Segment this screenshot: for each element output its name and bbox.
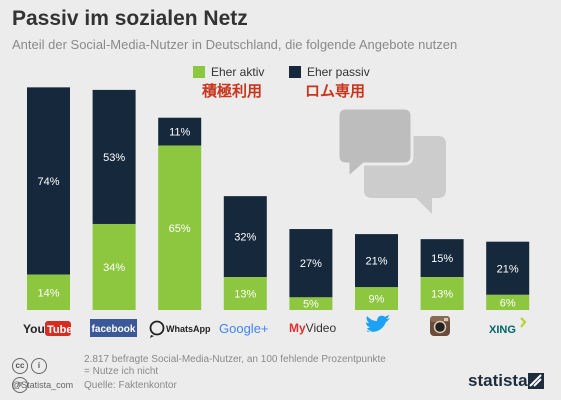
- bar-active-whatsapp: [158, 145, 202, 310]
- cc-icon: cc: [12, 358, 28, 374]
- nd-icon: =: [12, 377, 28, 393]
- bar-active-youtube: [27, 274, 70, 310]
- whatsapp-logo-text: WhatsApp: [166, 324, 211, 334]
- footnote-respondents: 2.817 befragte Social-Media-Nutzer, an 1…: [84, 354, 386, 365]
- value-label-active-xing: 6%: [500, 297, 516, 309]
- statista-logo-icon: [528, 373, 544, 389]
- bar-active-google: [223, 277, 267, 310]
- youtube-logo-box: [45, 321, 71, 336]
- bar-passive-whatsapp: [158, 117, 202, 146]
- myvideo-logo-my: My: [289, 321, 306, 335]
- value-label-passive-google: 32%: [234, 232, 256, 244]
- value-label-active-myvideo: 5%: [303, 299, 319, 311]
- value-label-active-youtube: 14%: [37, 287, 59, 299]
- chart-subtitle: Anteil der Social-Media-Nutzer in Deutsc…: [12, 37, 458, 52]
- myvideo-logo: MyVideo: [289, 321, 336, 335]
- bar-active-twitter: [355, 287, 398, 310]
- value-label-active-instagram: 13%: [431, 289, 453, 301]
- facebook-logo-text: facebook: [92, 324, 136, 335]
- legend-swatch-passive: [289, 66, 301, 78]
- value-label-passive-instagram: 15%: [431, 253, 453, 265]
- legend-item-passive: Eher passiv: [289, 64, 370, 80]
- xing-logo-text: XING: [489, 324, 516, 336]
- youtube-logo-you: You: [23, 322, 45, 336]
- footnote-not-used: = Nutze ich nicht: [84, 366, 159, 377]
- bar-active-myvideo: [289, 297, 333, 310]
- value-label-passive-twitter: 21%: [365, 256, 387, 268]
- bar-active-instagram: [420, 277, 464, 310]
- value-label-passive-xing: 21%: [497, 263, 519, 275]
- by-icon: i: [31, 358, 47, 374]
- googleplus-logo-text: Google+: [219, 321, 269, 336]
- statista-logo: statista: [468, 371, 528, 390]
- bar-passive-facebook: [92, 89, 136, 224]
- chat-bubbles-icon: [336, 106, 446, 214]
- creative-commons-icon: cc i=: [12, 355, 50, 393]
- value-label-passive-facebook: 53%: [103, 152, 125, 164]
- legend-item-active: Eher aktiv: [193, 64, 264, 80]
- bar-active-xing: [486, 294, 530, 310]
- whatsapp-logo: WhatsApp: [149, 320, 211, 338]
- legend-label-passive-jp: ロム専用: [305, 83, 366, 100]
- value-label-passive-youtube: 74%: [37, 176, 59, 188]
- legend-swatch-active: [193, 66, 205, 78]
- statista-credit: @Statista_com: [12, 380, 74, 390]
- svg-text:MyVideo: MyVideo: [289, 321, 336, 335]
- value-label-passive-whatsapp: 11%: [169, 127, 190, 139]
- legend-label-active: Eher aktiv: [211, 65, 265, 79]
- legend-label-active-jp: 積極利用: [202, 83, 263, 100]
- bar-passive-twitter: [355, 234, 398, 288]
- bar-passive-google: [223, 196, 267, 278]
- value-label-active-whatsapp: 65%: [169, 223, 191, 235]
- youtube-logo: You Tube: [23, 321, 72, 336]
- footnote-source: Quelle: Faktenkontor: [84, 380, 177, 391]
- bar-passive-instagram: [420, 239, 464, 278]
- bar-passive-myvideo: [289, 229, 333, 298]
- legend-label-passive: Eher passiv: [307, 65, 370, 79]
- googleplus-logo: Google+: [219, 321, 269, 336]
- bar-passive-xing: [486, 241, 530, 295]
- bar-passive-youtube: [27, 87, 70, 275]
- instagram-icon: [430, 316, 450, 336]
- youtube-logo-tube: Tube: [47, 324, 72, 336]
- xing-logo: XING: [489, 317, 527, 336]
- value-label-active-facebook: 34%: [103, 262, 125, 274]
- value-label-active-google: 13%: [234, 289, 256, 301]
- value-label-passive-myvideo: 27%: [300, 258, 322, 270]
- value-label-active-twitter: 9%: [369, 294, 385, 306]
- twitter-bird-icon: [366, 315, 390, 332]
- chart-title: Passiv im sozialen Netz: [12, 7, 248, 30]
- bar-active-facebook: [92, 223, 136, 310]
- myvideo-logo-video: Video: [306, 321, 337, 335]
- facebook-logo: facebook: [90, 319, 137, 337]
